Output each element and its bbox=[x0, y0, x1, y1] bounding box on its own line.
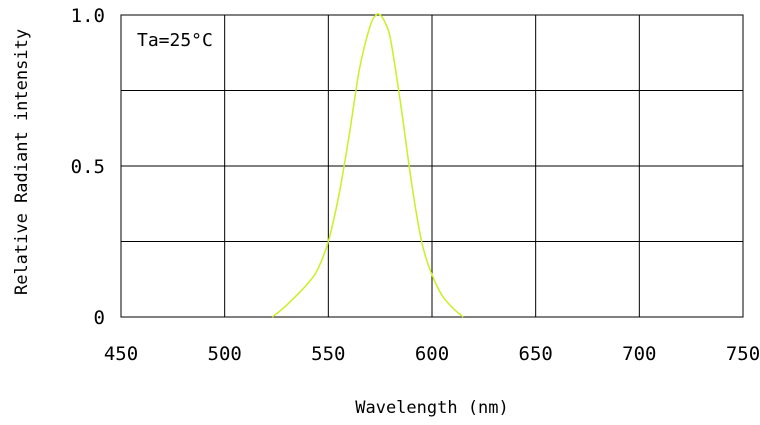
tick-labels: 450 500 550 600 650 700 750 0 0.5 1.0 bbox=[71, 5, 760, 365]
x-tick-label-600: 600 bbox=[415, 343, 449, 365]
x-axis-label: Wavelength (nm) bbox=[355, 398, 509, 418]
y-axis-label: Relative Radiant intensity bbox=[12, 29, 32, 295]
x-tick-label-650: 650 bbox=[519, 343, 553, 365]
y-tick-label-0: 0 bbox=[94, 307, 105, 329]
x-tick-label-750: 750 bbox=[726, 343, 760, 365]
x-tick-label-500: 500 bbox=[208, 343, 242, 365]
x-tick-label-700: 700 bbox=[622, 343, 656, 365]
grid bbox=[121, 15, 743, 317]
plot-frame bbox=[120, 14, 744, 318]
x-tick-label-450: 450 bbox=[104, 343, 138, 365]
y-tick-label-0.5: 0.5 bbox=[71, 156, 105, 178]
x-tick-label-550: 550 bbox=[311, 343, 345, 365]
spectrum-curve-0 bbox=[271, 13, 464, 318]
y-tick-label-1: 1.0 bbox=[71, 5, 105, 27]
series-layer bbox=[271, 13, 464, 318]
temperature-annotation: Ta=25°C bbox=[137, 30, 213, 51]
